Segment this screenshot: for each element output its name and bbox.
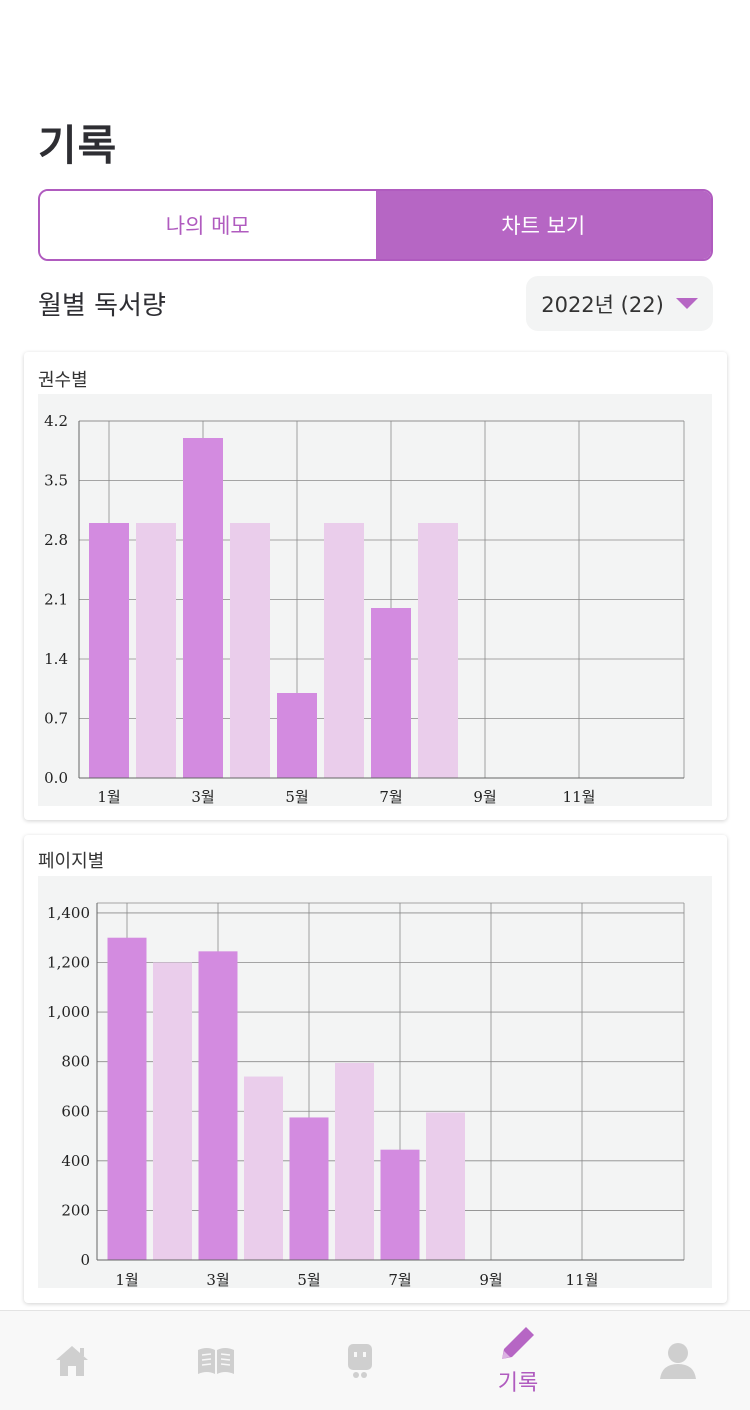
tab-record[interactable]: 기록 xyxy=(458,1311,578,1410)
x-tick-label: 1월 xyxy=(115,1271,138,1288)
bottom-tab-bar: 기록 xyxy=(0,1310,750,1410)
x-tick-label: 11월 xyxy=(563,788,596,806)
x-tick-label: 9월 xyxy=(479,1271,502,1288)
tab-home[interactable] xyxy=(12,1311,132,1410)
x-tick-label: 9월 xyxy=(473,788,496,806)
bar-1월 xyxy=(107,937,147,1260)
bar-4월 xyxy=(244,1076,283,1260)
bar-4월 xyxy=(230,523,270,778)
bar-5월 xyxy=(277,693,317,778)
x-tick-label: 5월 xyxy=(285,788,308,806)
y-tick-label: 3.5 xyxy=(44,472,68,490)
bar-7월 xyxy=(380,1149,420,1260)
year-dropdown-value: 2022년 (22) xyxy=(541,292,664,317)
home-icon xyxy=(56,1346,88,1376)
bar-7월 xyxy=(371,608,411,778)
bar-3월 xyxy=(183,438,223,778)
y-tick-label: 0 xyxy=(80,1251,90,1269)
y-tick-label: 4.2 xyxy=(44,412,68,430)
books-chart-title: 권수별 xyxy=(38,370,88,391)
pages-chart-title: 페이지별 xyxy=(38,851,105,872)
books-chart: 0.0 0.7 1.4 2.1 2.8 3.5 4.2 1월 3월 5월 7월 9월 11월 xyxy=(38,394,712,806)
y-tick-label: 1,200 xyxy=(47,954,90,972)
y-tick-label: 600 xyxy=(61,1102,90,1120)
bar-6월 xyxy=(324,523,364,778)
section-title: 월별 독서량 xyxy=(38,291,166,321)
x-tick-label: 11월 xyxy=(566,1271,599,1288)
x-tick-label: 7월 xyxy=(388,1271,411,1288)
pages-chart-card: 페이지별 0 200 400 600 800 1,000 1,200 1,400 1월 3월 5월 7… xyxy=(24,835,727,1303)
y-tick-label: 400 xyxy=(61,1152,90,1170)
x-tick-label: 3월 xyxy=(191,788,214,806)
y-tick-label: 0.0 xyxy=(44,769,68,787)
tab-chart-view[interactable]: 차트 보기 xyxy=(375,191,711,259)
book-icon xyxy=(198,1348,234,1374)
x-tick-label: 5월 xyxy=(297,1271,320,1288)
view-toggle: 나의 메모 차트 보기 xyxy=(38,189,713,261)
pencil-icon xyxy=(502,1327,534,1359)
tab-profile[interactable] xyxy=(618,1311,738,1410)
y-tick-label: 0.7 xyxy=(44,710,68,728)
pages-chart: 0 200 400 600 800 1,000 1,200 1,400 1월 3월 5월 7월 9월 11… xyxy=(38,876,712,1288)
tab-bot[interactable] xyxy=(300,1311,420,1410)
bar-2월 xyxy=(136,523,176,778)
y-tick-label: 2.8 xyxy=(44,531,68,549)
tab-record-label: 기록 xyxy=(497,1371,539,1396)
plot-background xyxy=(38,876,712,1288)
bar-1월 xyxy=(89,523,129,778)
bar-2월 xyxy=(153,962,192,1260)
year-dropdown[interactable]: 2022년 (22) xyxy=(526,276,713,331)
bar-6월 xyxy=(335,1062,374,1260)
chevron-down-icon xyxy=(675,298,698,309)
y-tick-label: 1.4 xyxy=(44,650,68,668)
bar-3월 xyxy=(198,951,238,1260)
tab-my-memo[interactable]: 나의 메모 xyxy=(40,191,376,259)
tab-library[interactable] xyxy=(156,1311,276,1410)
y-tick-label: 200 xyxy=(61,1201,90,1219)
bar-8월 xyxy=(426,1112,465,1260)
y-tick-label: 800 xyxy=(61,1053,90,1071)
y-tick-label: 1,000 xyxy=(47,1003,90,1021)
x-tick-label: 3월 xyxy=(206,1271,229,1288)
x-tick-label: 1월 xyxy=(97,788,120,806)
y-tick-label: 1,400 xyxy=(47,904,90,922)
y-tick-label: 2.1 xyxy=(44,591,68,609)
x-tick-label: 7월 xyxy=(379,788,402,806)
books-chart-card: 권수별 0.0 0.7 1.4 2.1 2.8 3.5 4.2 1월 3월 5월 7월 9월 11월 xyxy=(24,352,727,820)
bar-8월 xyxy=(418,523,458,778)
bar-5월 xyxy=(289,1117,329,1260)
robot-icon xyxy=(348,1344,372,1378)
page-title: 기록 xyxy=(38,121,118,170)
user-icon xyxy=(660,1343,696,1379)
